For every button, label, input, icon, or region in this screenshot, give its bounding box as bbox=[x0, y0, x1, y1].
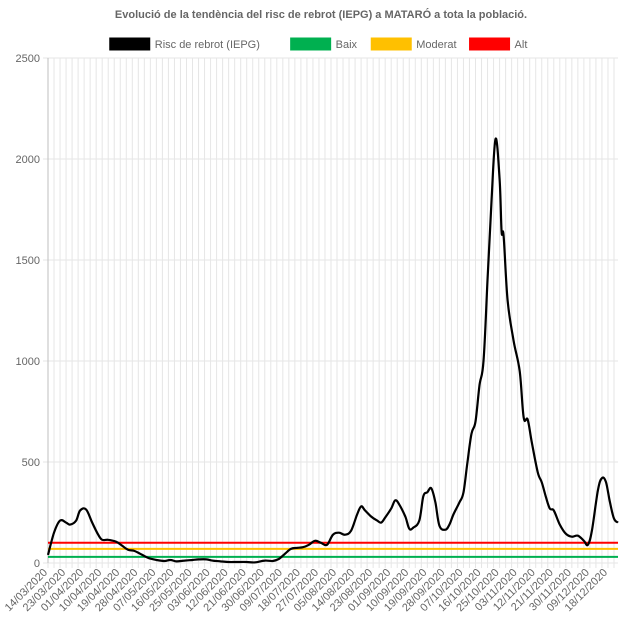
chart-title: Evolució de la tendència del risc de reb… bbox=[115, 8, 527, 21]
x-axis: 14/03/202023/03/202001/04/202010/04/2020… bbox=[3, 567, 610, 614]
series-line-risc-de-rebrot-iepg bbox=[46, 137, 619, 564]
legend-label-moderat: Moderat bbox=[416, 39, 456, 51]
y-tick-label: 2000 bbox=[16, 154, 40, 166]
gridlines bbox=[43, 57, 618, 568]
legend: Risc de rebrot (IEPG) Baix Moderat Alt bbox=[109, 37, 528, 51]
legend-swatch-risc-de-rebrot-iepg bbox=[109, 37, 151, 51]
legend-swatch-alt bbox=[469, 37, 511, 51]
legend-label-risc-de-rebrot-iepg: Risc de rebrot (IEPG) bbox=[155, 39, 260, 51]
y-tick-label: 500 bbox=[22, 457, 40, 469]
legend-label-alt: Alt bbox=[515, 39, 528, 51]
y-axis: 0 500 1000 1500 2000 2500 bbox=[16, 53, 40, 570]
y-tick-label: 0 bbox=[34, 558, 40, 570]
series-layer bbox=[46, 137, 619, 564]
y-tick-label: 1000 bbox=[16, 356, 40, 368]
legend-swatch-baix bbox=[290, 37, 332, 51]
y-tick-label: 2500 bbox=[16, 53, 40, 65]
legend-label-baix: Baix bbox=[336, 39, 358, 51]
legend-swatch-moderat bbox=[370, 37, 412, 51]
y-tick-label: 1500 bbox=[16, 255, 40, 267]
